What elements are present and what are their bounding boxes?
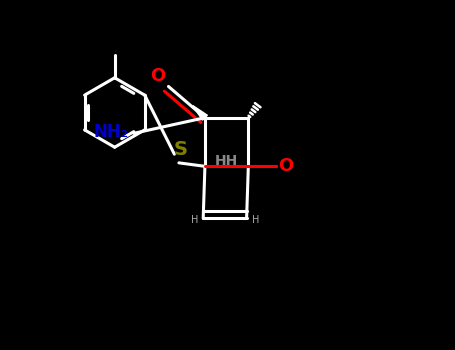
Polygon shape	[193, 106, 207, 120]
Text: HH: HH	[215, 154, 238, 168]
Text: S: S	[174, 140, 187, 160]
Text: H: H	[191, 215, 198, 225]
Text: O: O	[278, 157, 293, 175]
Text: NH₂: NH₂	[94, 122, 129, 141]
Text: O: O	[151, 67, 166, 85]
Text: H: H	[252, 215, 259, 225]
